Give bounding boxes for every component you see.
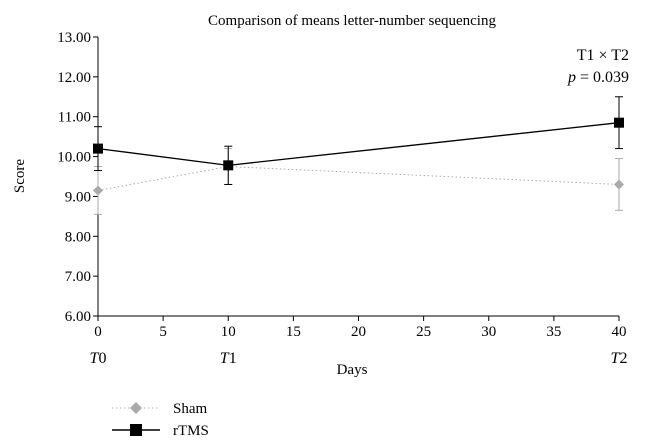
legend-marker <box>130 402 142 414</box>
legend-marker <box>130 424 142 436</box>
series-rtms <box>93 96 624 185</box>
legend: Sham rTMS <box>112 401 209 439</box>
x-tick-label: 35 <box>546 324 561 340</box>
data-point <box>614 117 624 128</box>
annotation-line-2: p = 0.039 <box>567 69 629 86</box>
x-tick-label: 20 <box>351 324 366 340</box>
x-axis-label: Days <box>337 362 368 378</box>
annotation-line-1: T1 × T2 <box>577 47 629 64</box>
x-axis: 0 5 10 15 20 25 30 35 40 <box>94 315 627 340</box>
data-point <box>93 185 103 196</box>
y-tick-label: 7.00 <box>65 269 91 285</box>
legend-item-rtms: rTMS <box>112 423 209 439</box>
series-line <box>97 166 620 191</box>
chart-title: Comparison of means letter-number sequen… <box>208 13 496 29</box>
x-tick-label: 10 <box>221 324 236 340</box>
y-tick-label: 13.00 <box>57 30 91 46</box>
timepoint-labels: T0 T1 T2 <box>90 350 628 367</box>
y-tick-label: 10.00 <box>57 150 91 166</box>
y-tick-label: 11.00 <box>58 110 91 126</box>
timepoint-label: T0 <box>90 350 107 367</box>
y-tick-label: 6.00 <box>65 309 91 325</box>
y-tick-label: 9.00 <box>65 189 91 205</box>
series-layer <box>93 96 624 215</box>
data-point <box>223 160 234 171</box>
x-tick-label: 40 <box>612 324 627 340</box>
timepoint-label: T1 <box>220 350 237 367</box>
series-line <box>97 122 620 166</box>
x-tick-label: 25 <box>416 324 431 340</box>
timepoint-label: T2 <box>611 350 628 367</box>
legend-item-sham: Sham <box>112 401 208 417</box>
x-tick-label: 15 <box>286 324 301 340</box>
data-point <box>93 143 103 154</box>
legend-label: Sham <box>173 401 208 417</box>
y-tick-label: 8.00 <box>65 229 91 245</box>
legend-label: rTMS <box>173 423 209 439</box>
data-point <box>614 179 624 190</box>
y-axis: 6.00 7.00 8.00 9.00 10.00 11.00 12.00 13.00 <box>57 30 99 325</box>
x-tick-label: 5 <box>159 324 167 340</box>
y-axis-label: Score <box>12 159 28 193</box>
significance-annotation: T1 × T2 p = 0.039 <box>567 47 629 86</box>
x-tick-label: 30 <box>481 324 496 340</box>
x-tick-label: 0 <box>94 324 102 340</box>
y-tick-label: 12.00 <box>57 70 91 86</box>
